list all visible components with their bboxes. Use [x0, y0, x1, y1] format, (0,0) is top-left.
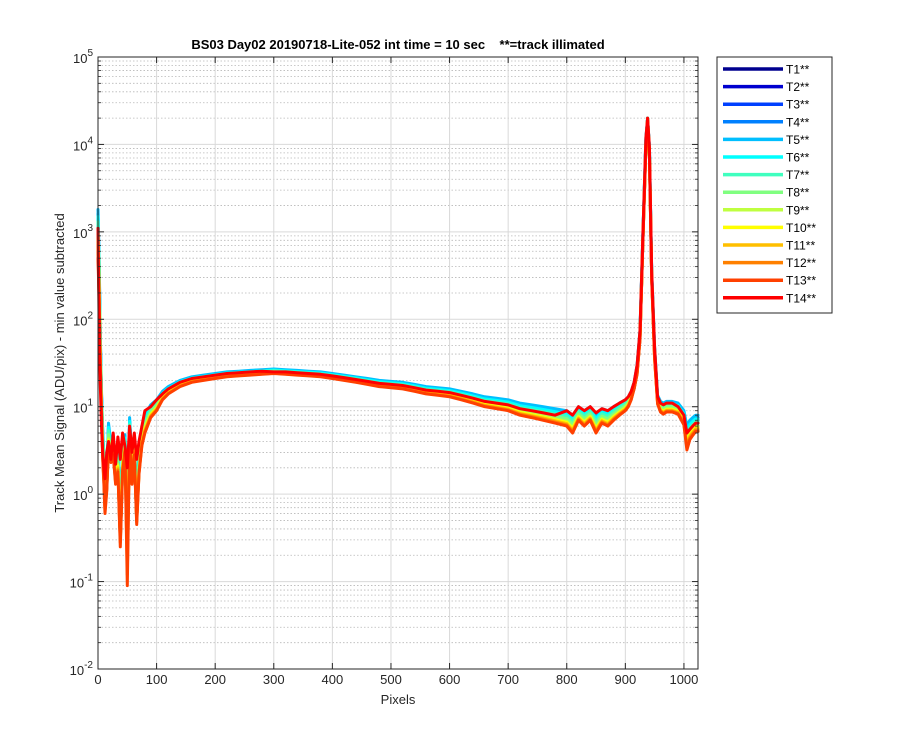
legend-label: T6**: [786, 151, 810, 165]
x-axis-label: Pixels: [381, 692, 416, 707]
y-tick-label: 103: [73, 223, 93, 241]
y-axis-label: Track Mean Signal (ADU/pix) - min value …: [52, 213, 67, 512]
legend-label: T4**: [786, 115, 810, 129]
legend-item[interactable]: T10**: [723, 221, 816, 235]
x-tick-label: 500: [380, 672, 402, 687]
x-tick-labels: 0 100 200 300 400 500 600 700 800 900 1000: [94, 672, 698, 687]
x-tick-label: 100: [146, 672, 168, 687]
y-tick-labels: 10-2 10-1 100 101 102 103 104 105: [70, 48, 94, 678]
y-tick-label: 104: [73, 135, 93, 153]
y-tick-label: 100: [73, 485, 93, 503]
legend-label: T13**: [786, 274, 816, 288]
tick-marks: [97, 56, 698, 670]
legend-item[interactable]: T8**: [723, 186, 810, 200]
x-tick-label: 600: [439, 672, 461, 687]
x-tick-label: 300: [263, 672, 285, 687]
legend-item[interactable]: T3**: [723, 98, 810, 112]
legend-label: T1**: [786, 63, 810, 77]
legend-item[interactable]: T6**: [723, 151, 810, 165]
x-tick-label: 200: [204, 672, 226, 687]
legend-item[interactable]: T9**: [723, 203, 810, 217]
x-tick-label: 700: [497, 672, 519, 687]
plot-area: [96, 56, 700, 670]
legend-label: T14**: [786, 291, 816, 305]
series-lines: [96, 116, 700, 588]
legend-label: T2**: [786, 80, 810, 94]
y-tick-label: 105: [73, 48, 93, 66]
x-tick-label: 800: [556, 672, 578, 687]
axes-box: [97, 56, 699, 670]
axes-background: [98, 57, 698, 669]
y-tick-label: 10-1: [70, 573, 94, 591]
chart-title: BS03 Day02 20190718-Lite-052 int time = …: [191, 37, 604, 52]
legend-label: T11**: [786, 239, 815, 253]
y-tick-label: 101: [73, 398, 93, 416]
legend-item[interactable]: T11**: [723, 239, 815, 253]
legend-item[interactable]: T5**: [723, 133, 810, 147]
legend-item[interactable]: T13**: [723, 274, 816, 288]
legend-item[interactable]: T12**: [723, 256, 816, 270]
major-grid: [98, 57, 698, 669]
legend-items: T1** T2** T3** T4** T5** T6** T7** T8** T9** T10*…: [723, 63, 816, 305]
x-tick-label: 0: [94, 672, 101, 687]
legend-item[interactable]: T7**: [723, 168, 810, 182]
x-tick-label: 1000: [669, 672, 698, 687]
legend-item[interactable]: T4**: [723, 115, 810, 129]
x-tick-label: 900: [614, 672, 636, 687]
legend-label: T3**: [786, 98, 810, 112]
legend-label: T8**: [786, 186, 810, 200]
x-tick-label: 400: [322, 672, 344, 687]
legend-item[interactable]: T1**: [723, 63, 810, 77]
legend-item[interactable]: T14**: [723, 291, 816, 305]
legend-box: [716, 56, 833, 314]
legend-label: T9**: [786, 203, 810, 217]
legend-label: T7**: [786, 168, 810, 182]
legend-label: T12**: [786, 256, 816, 270]
y-tick-label: 102: [73, 310, 93, 328]
series-line: [96, 116, 700, 481]
legend-label: T5**: [786, 133, 810, 147]
legend-label: T10**: [786, 221, 816, 235]
legend[interactable]: T1** T2** T3** T4** T5** T6** T7** T8** T9** T10*…: [716, 56, 833, 314]
y-tick-label: 10-2: [70, 660, 94, 678]
legend-item[interactable]: T2**: [723, 80, 810, 94]
